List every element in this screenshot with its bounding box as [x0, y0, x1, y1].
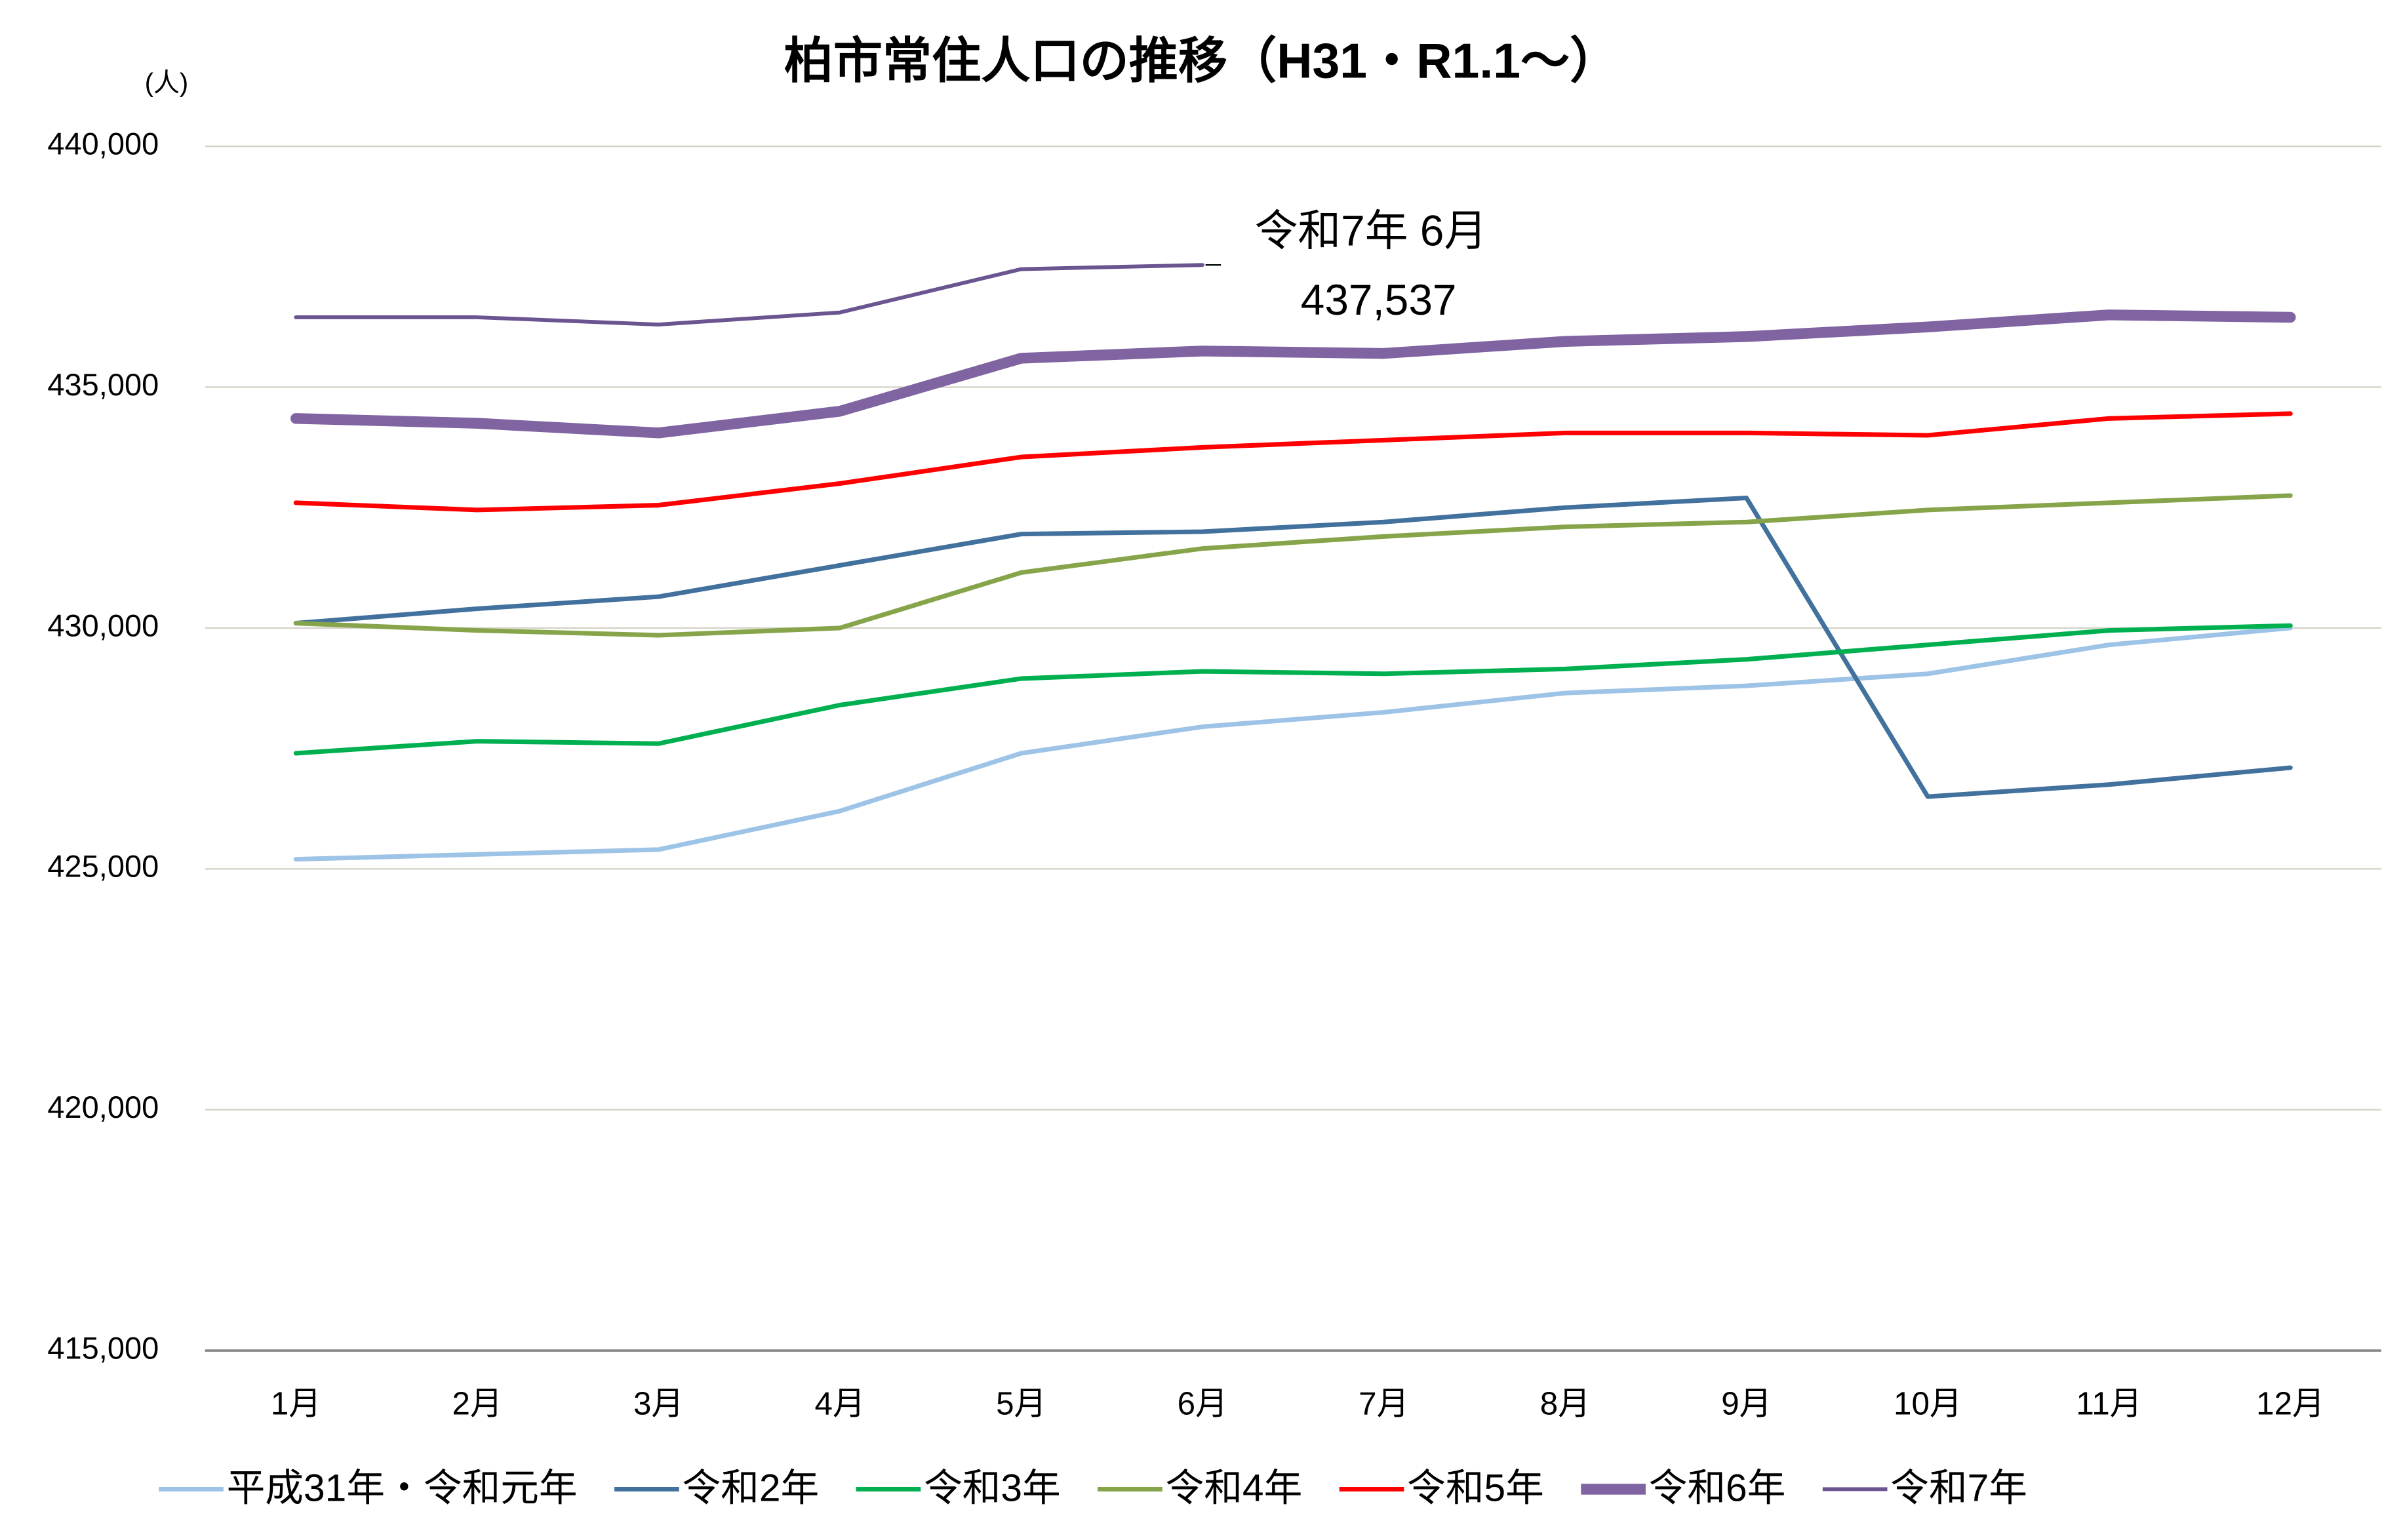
legend-label: 令和5年 — [1407, 1467, 1544, 1509]
data-label: 437,537 — [1301, 275, 1457, 324]
x-tick-label: 10月 — [1894, 1386, 1962, 1422]
series-line — [293, 625, 2293, 862]
x-tick-label: 7月 — [1359, 1386, 1409, 1422]
legend-label: 令和6年 — [1649, 1467, 1786, 1509]
y-tick-label: 415,000 — [47, 1330, 159, 1365]
x-tick-label: 6月 — [1178, 1386, 1228, 1422]
series-line — [293, 496, 2293, 799]
series-line — [294, 263, 1204, 326]
y-tick-label: 425,000 — [47, 849, 159, 884]
legend-label: 令和3年 — [924, 1467, 1061, 1509]
series-line — [293, 623, 2293, 756]
y-tick-label: 435,000 — [47, 367, 159, 402]
y-tick-label: 420,000 — [47, 1090, 159, 1124]
y-axis-unit: (人) — [145, 69, 189, 98]
series-line — [293, 493, 2293, 638]
x-tick-label: 11月 — [2076, 1386, 2142, 1422]
legend-label: 平成31年・令和元年 — [227, 1467, 578, 1509]
x-tick-label: 2月 — [452, 1386, 502, 1422]
y-tick-label: 440,000 — [47, 127, 159, 161]
x-tick-label: 9月 — [1721, 1386, 1772, 1422]
legend-label: 令和7年 — [1890, 1467, 2027, 1509]
series-line — [293, 411, 2293, 513]
x-tick-label: 5月 — [996, 1386, 1046, 1422]
y-tick-label: 430,000 — [47, 608, 159, 642]
x-tick-label: 4月 — [815, 1386, 865, 1422]
x-tick-label: 1月 — [271, 1386, 321, 1422]
x-tick-label: 3月 — [633, 1386, 684, 1422]
annotation: 令和7年 6月 — [1255, 206, 1488, 254]
legend-label: 令和2年 — [682, 1467, 819, 1509]
x-tick-label: 12月 — [2256, 1386, 2324, 1422]
chart-title: 柏市常住人口の推移（H31・R1.1～） — [784, 33, 1619, 89]
x-tick-label: 8月 — [1540, 1386, 1591, 1422]
legend-label: 令和4年 — [1166, 1467, 1303, 1509]
series-line — [290, 309, 2296, 439]
